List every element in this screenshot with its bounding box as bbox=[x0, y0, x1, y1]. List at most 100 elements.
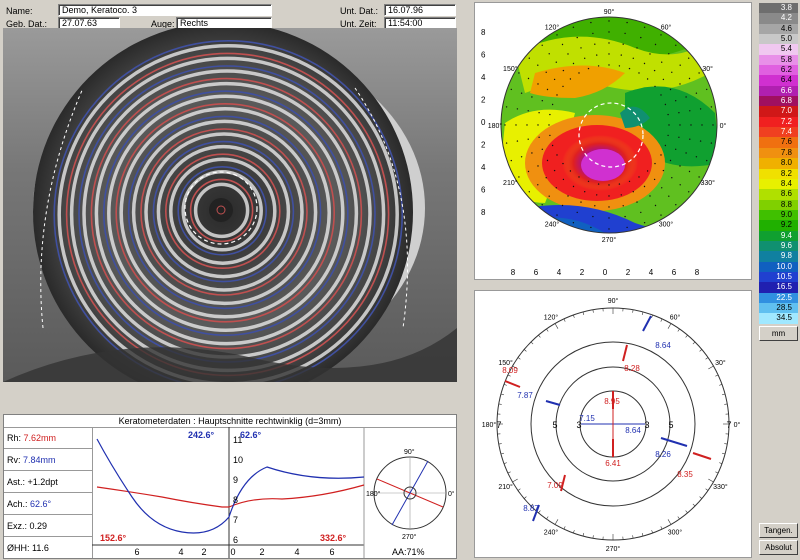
ach-row: Ach.: 62.6° bbox=[4, 493, 92, 515]
measure-point bbox=[649, 195, 651, 197]
profile-x-tick: 6 bbox=[134, 547, 139, 557]
measure-point bbox=[548, 195, 550, 197]
measure-point bbox=[556, 154, 558, 156]
measure-point bbox=[587, 180, 590, 183]
measure-point bbox=[596, 54, 598, 56]
measure-point bbox=[668, 195, 670, 197]
measure-point bbox=[618, 65, 621, 67]
keratometer-values: Rh: 7.62mm Rv: 7.84mm Ast.: +1.2dpt Ach.… bbox=[4, 427, 93, 558]
scale-swatch: 6.2 bbox=[759, 65, 798, 76]
radius-value: 7.15 bbox=[579, 414, 595, 423]
scale-swatch: 6.4 bbox=[759, 75, 798, 86]
tick bbox=[512, 365, 518, 370]
angle-label: 330° bbox=[700, 179, 715, 187]
measure-point bbox=[653, 69, 656, 72]
measure-point bbox=[531, 152, 533, 154]
profile-chart: 242.6° 62.6° 152.6° 332.6° 11 10 9 8 7 6 6 4 2 0… bbox=[92, 427, 454, 558]
measure-point bbox=[545, 71, 547, 74]
radius-value: 7.09 bbox=[547, 481, 563, 490]
ring-label: 3 bbox=[576, 420, 581, 430]
measure-point bbox=[590, 226, 592, 229]
tick bbox=[523, 496, 527, 499]
angle-label: 60° bbox=[661, 23, 672, 31]
measure-point bbox=[608, 31, 610, 33]
measure-point bbox=[660, 214, 662, 216]
radius-value: 8.64 bbox=[625, 426, 641, 435]
tangential-button[interactable]: Tangen. bbox=[759, 523, 798, 538]
limbus-right-edge bbox=[354, 87, 409, 329]
topography-map[interactable]: 90° 60° 30° 0° 330° 300° 270° 240° 210° 180° 150° 1… bbox=[474, 2, 752, 280]
measure-point bbox=[662, 169, 665, 172]
radii-diagram[interactable]: 90° 60° 30° 0° 330° 300° 270° 240° 210° 180° 150° 1… bbox=[474, 290, 752, 558]
scale-swatch: 5.4 bbox=[759, 44, 798, 55]
measure-point bbox=[546, 159, 549, 162]
topo-angle-labels: 90° 60° 30° 0° 330° 300° 270° 240° 210° 180° 150° 1… bbox=[488, 8, 727, 244]
unit-button[interactable]: mm bbox=[759, 326, 798, 341]
measure-point bbox=[608, 184, 610, 186]
measure-point bbox=[620, 194, 622, 196]
y-tick-label: 4 bbox=[481, 73, 486, 82]
measure-point bbox=[537, 165, 539, 167]
mini-angle-0: 0° bbox=[448, 490, 454, 498]
measure-point bbox=[580, 47, 582, 49]
measure-point bbox=[608, 53, 610, 55]
tick bbox=[632, 535, 634, 539]
profile-x-tick: 0 bbox=[230, 547, 235, 557]
profile-blue-curve bbox=[96, 438, 365, 534]
x-tick-label: 0 bbox=[603, 268, 608, 277]
ach-value: 62.6° bbox=[30, 499, 52, 509]
tick bbox=[692, 341, 696, 345]
eye-image[interactable] bbox=[3, 28, 457, 382]
placido-ring bbox=[165, 153, 281, 269]
placido-ring-light bbox=[144, 132, 304, 292]
measure-point bbox=[527, 170, 530, 173]
profile-y-tick: 11 bbox=[233, 435, 242, 445]
tick bbox=[708, 365, 714, 370]
tick bbox=[722, 452, 726, 455]
measure-point bbox=[710, 142, 713, 144]
rh-row: Rh: 7.62mm bbox=[4, 427, 92, 449]
tick bbox=[685, 510, 688, 514]
measure-point bbox=[675, 148, 677, 150]
measure-point bbox=[643, 222, 646, 224]
name-field[interactable]: Demo, Keratoco. 3 bbox=[58, 4, 272, 16]
tick bbox=[554, 323, 559, 329]
x-tick-label: 6 bbox=[672, 268, 677, 277]
measure-point bbox=[537, 83, 539, 85]
measure-point bbox=[632, 57, 634, 59]
scale-swatch: 16.5 bbox=[759, 282, 798, 293]
exz-value: 0.29 bbox=[29, 521, 48, 531]
profile-x-tick: 4 bbox=[294, 547, 299, 557]
scale-swatch: 28.5 bbox=[759, 302, 798, 314]
measure-point bbox=[520, 156, 523, 158]
measure-point bbox=[537, 64, 539, 66]
tick bbox=[507, 374, 511, 377]
measure-point bbox=[510, 159, 512, 162]
measure-point bbox=[608, 195, 610, 197]
tick bbox=[563, 318, 566, 322]
measure-point bbox=[685, 152, 687, 154]
scale-swatch: 7.0 bbox=[759, 106, 798, 117]
scale-swatch: 9.8 bbox=[759, 251, 798, 262]
tick bbox=[500, 452, 504, 455]
scale-swatch: 5.0 bbox=[759, 34, 798, 45]
x-tick-label: 8 bbox=[511, 268, 516, 277]
measure-point bbox=[638, 72, 640, 74]
radii-ring-5 bbox=[555, 366, 671, 482]
scale-swatch: 6.6 bbox=[759, 85, 798, 97]
profile-y-tick: 10 bbox=[233, 455, 243, 465]
angle-label: 270° bbox=[606, 545, 621, 553]
profile-y-tick: 8 bbox=[233, 495, 238, 505]
radius-value: 8.87 bbox=[523, 504, 539, 513]
x-tick-label: 4 bbox=[649, 268, 654, 277]
measure-point bbox=[608, 42, 610, 44]
tick bbox=[523, 349, 527, 352]
exam-date-field[interactable]: 16.07.96 bbox=[384, 4, 456, 16]
angle-top-left: 242.6° bbox=[188, 430, 215, 440]
angle-label: 30° bbox=[702, 65, 713, 73]
measure-point bbox=[516, 140, 519, 142]
ring-label: 5 bbox=[668, 420, 673, 430]
tick bbox=[498, 403, 502, 405]
tick bbox=[512, 478, 518, 483]
absolute-button[interactable]: Absolut bbox=[759, 540, 798, 555]
